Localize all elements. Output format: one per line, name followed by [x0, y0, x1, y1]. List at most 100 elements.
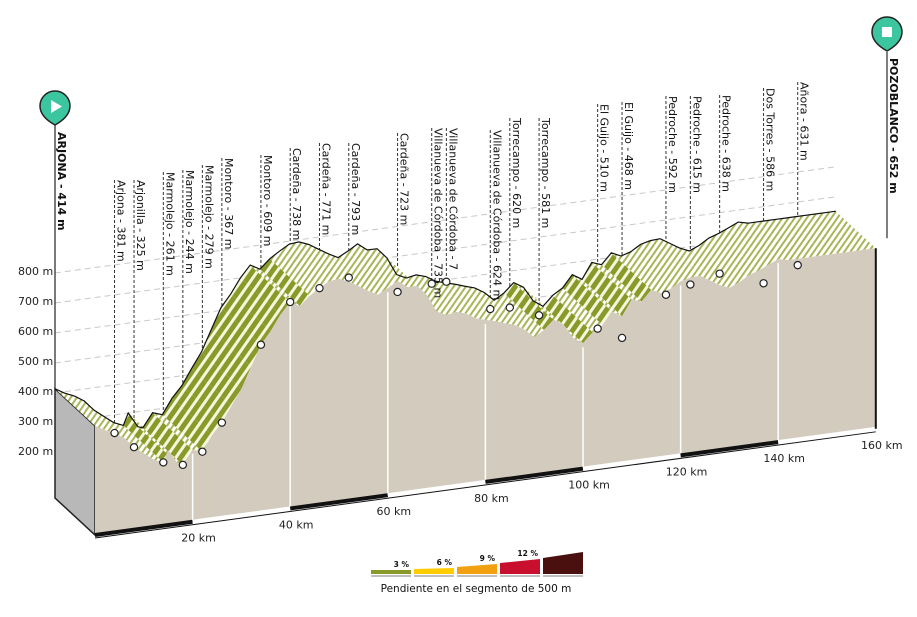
legend-swatch — [414, 568, 454, 574]
surface-segment — [650, 238, 701, 278]
waypoint-label: Marmolejo - 261 m — [163, 172, 176, 276]
surface-segment — [777, 217, 827, 257]
surface-segment — [123, 413, 169, 463]
surface-segment — [152, 412, 203, 452]
waypoint-label: Torrecampo - 581 m — [539, 117, 552, 228]
surface-segment — [582, 262, 632, 317]
waypoint-labels: Arjona - 381 m Arjonilla - 325 m Marmolejo… — [115, 82, 811, 300]
surface-segment — [338, 251, 388, 295]
waypoint-marker — [442, 277, 451, 286]
waypoint-marker — [486, 304, 495, 314]
waypoint-marker — [534, 311, 544, 320]
y-tick-label: 200 m — [18, 445, 53, 458]
grid-line — [54, 166, 836, 274]
waypoint-marker — [686, 280, 695, 289]
surface-segment — [718, 227, 769, 271]
surface-segment — [357, 243, 408, 288]
y-tick-label: 300 m — [18, 415, 53, 428]
y-tick-label: 700 m — [18, 295, 53, 308]
x-tick-label: 80 km — [474, 492, 509, 505]
surface-segment — [347, 243, 398, 289]
finish-city-label: POZOBLANCO - 652 m — [887, 58, 900, 194]
legend-swatch — [371, 570, 411, 574]
y-tick-label: 500 m — [18, 355, 53, 368]
waypoint-label: Montoro - 609 m — [261, 155, 274, 246]
waypoint-label: Torrecampo - 620 m — [510, 117, 523, 228]
surface-segment — [738, 222, 788, 261]
surface-segment — [181, 368, 232, 423]
waypoint-label: Villanueva de Córdoba - 624 m — [490, 130, 503, 300]
grid-line — [54, 196, 836, 304]
profile-top-surface — [55, 211, 876, 465]
profile-ridge-line — [54, 210, 836, 429]
surface-segment — [552, 287, 603, 333]
surface-segment — [318, 249, 369, 291]
x-tick-label: 120 km — [666, 465, 708, 478]
legend-label: 9 % — [480, 554, 496, 563]
baseline-segment — [680, 440, 779, 458]
surface-segment — [816, 212, 867, 251]
waypoint-label: Pedroche - 615 m — [690, 96, 703, 193]
surface-segment — [55, 388, 105, 431]
waypoint-marker — [286, 297, 295, 307]
finish-marker — [871, 16, 903, 52]
waypoint-marker — [217, 418, 227, 427]
x-tick-label: 20 km — [181, 532, 216, 545]
baseline-segment — [582, 453, 681, 471]
surface-segment — [74, 396, 125, 439]
waypoint-marker — [198, 447, 207, 456]
surface-segment — [484, 292, 535, 338]
surface-segment — [455, 284, 505, 324]
baseline-segment — [387, 479, 486, 498]
y-tick-label: 800 m — [18, 265, 53, 278]
surface-segment — [240, 265, 291, 315]
waypoint-label: Dos Torres - 586 m — [764, 88, 777, 191]
waypoint-marker — [393, 287, 402, 297]
surface-segment — [572, 274, 623, 317]
y-tick-label: 600 m — [18, 325, 53, 338]
surface-segment — [591, 262, 642, 302]
waypoint-markers — [110, 260, 802, 470]
surface-segment — [562, 274, 613, 325]
baseline-segment — [485, 466, 584, 484]
surface-segment — [826, 211, 876, 250]
y-tick-label: 400 m — [18, 385, 53, 398]
waypoint-marker — [505, 303, 514, 312]
surface-segment — [406, 274, 457, 316]
surface-segment — [113, 422, 164, 463]
waypoint-marker — [427, 279, 436, 288]
waypoint-marker — [129, 442, 139, 452]
waypoint-label: Cardeña - 771 m — [319, 143, 332, 235]
x-tick-label: 140 km — [763, 452, 805, 465]
surface-segment — [103, 416, 154, 460]
stop-icon — [882, 27, 892, 37]
waypoint-label: Marmolejo - 244 m — [183, 170, 196, 274]
waypoint-label: Villanueva de Córdoba - 7 — [446, 128, 459, 270]
start-marker — [39, 90, 71, 126]
waypoint-marker — [593, 324, 602, 333]
surface-segment — [279, 244, 330, 289]
legend-label: 3 % — [394, 560, 410, 569]
surface-segment — [757, 220, 808, 259]
x-tick-label: 60 km — [377, 505, 412, 518]
surface-segment — [211, 307, 261, 367]
surface-segment — [787, 216, 837, 255]
surface-segment — [543, 295, 593, 344]
baseline-segment — [94, 519, 193, 537]
surface-segment — [94, 410, 144, 454]
surface-segment — [660, 238, 710, 281]
waypoint-marker — [178, 460, 188, 470]
surface-segment — [142, 412, 193, 465]
surface-segment — [728, 222, 779, 265]
surface-segment — [172, 385, 222, 436]
waypoint-label: Pedroche - 592 m — [666, 96, 679, 193]
baseline-segment — [777, 426, 877, 445]
surface-segment — [191, 352, 242, 406]
waypoint-label: Cardeña - 723 m — [398, 133, 411, 225]
surface-segment — [230, 277, 281, 332]
surface-segment — [767, 219, 818, 258]
waypoint-marker — [793, 260, 802, 270]
surface-segment — [640, 240, 691, 282]
y-axis-ticks: 200 m 300 m 400 m 500 m 600 m 700 m 800 m — [18, 265, 53, 458]
